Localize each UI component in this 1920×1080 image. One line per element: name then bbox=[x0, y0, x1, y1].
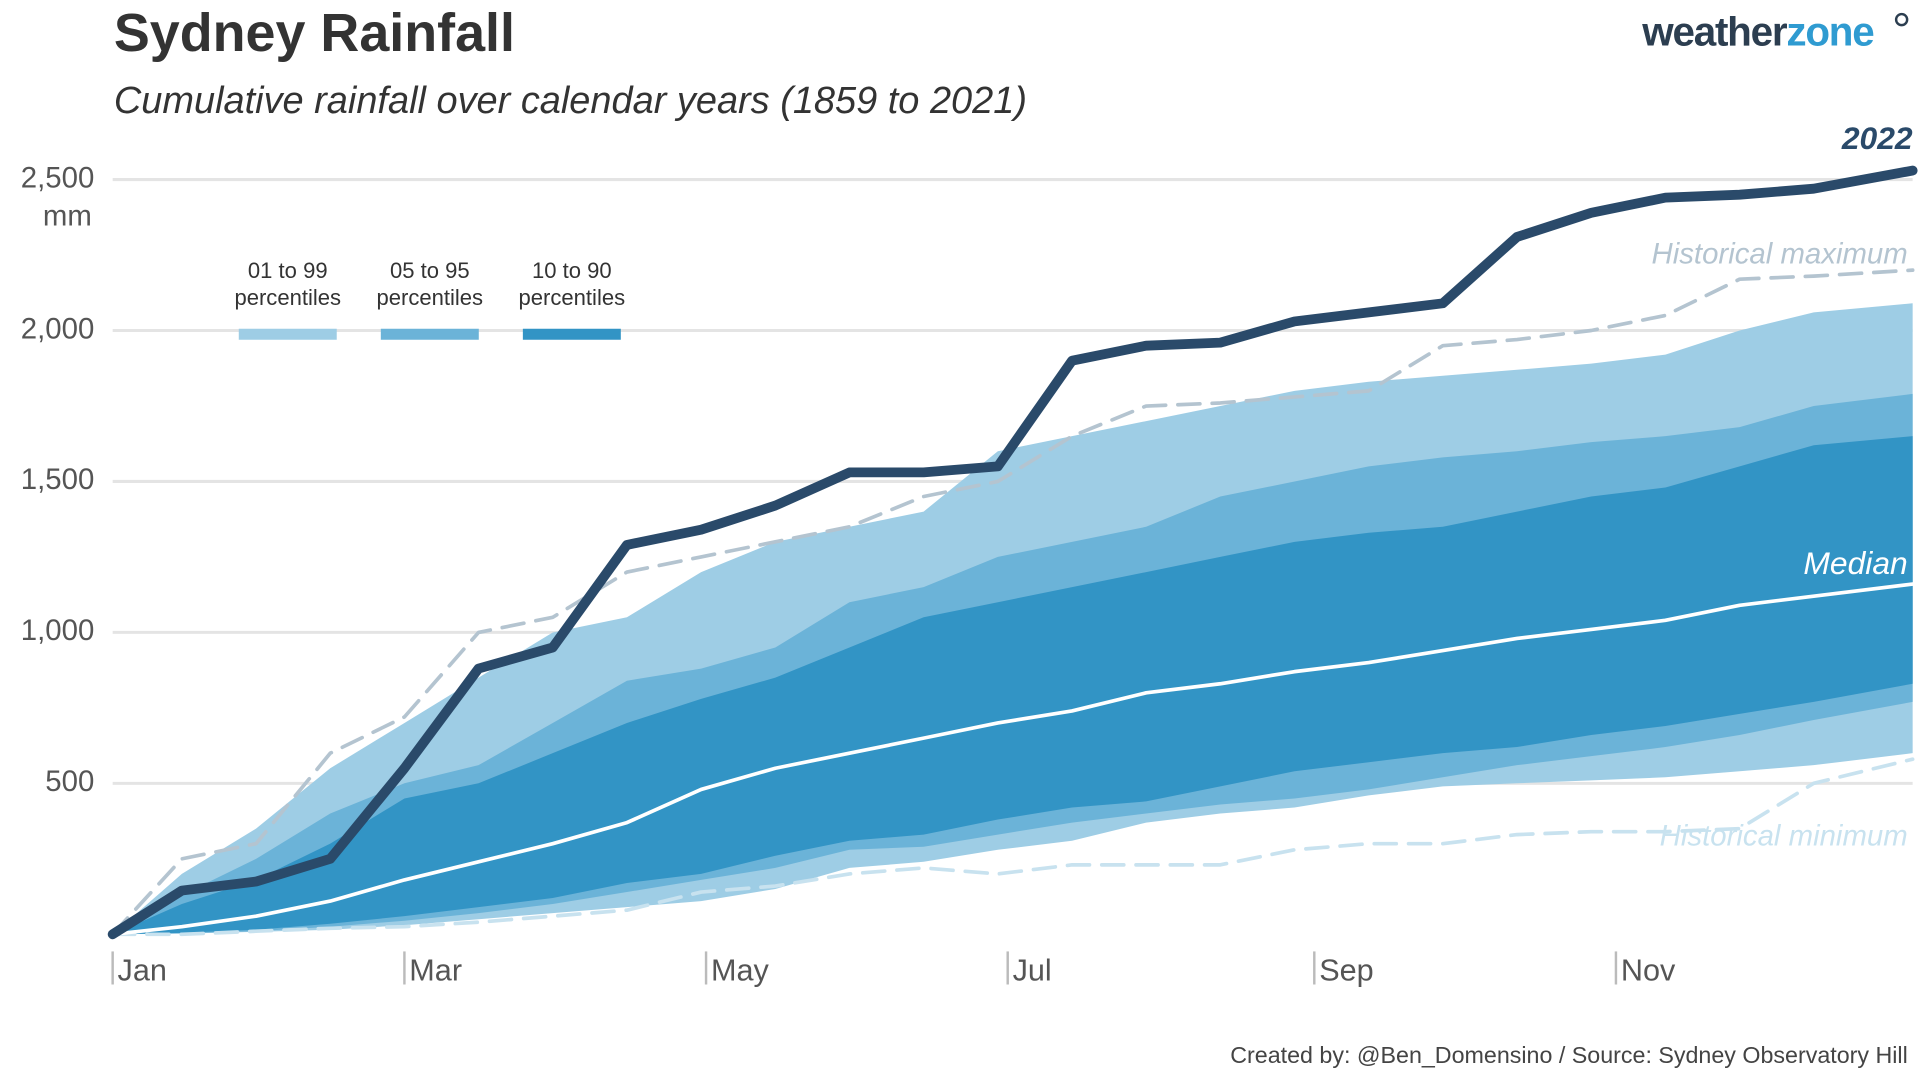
legend-label-box: 10 to 90 percentiles bbox=[518, 258, 626, 310]
percentile-band bbox=[112, 436, 1913, 935]
x-tick-label: Nov bbox=[1621, 953, 1676, 987]
logo-mark bbox=[1894, 12, 1909, 27]
legend-label-box: 01 to 99 percentiles bbox=[234, 258, 342, 310]
series-line bbox=[110, 757, 1915, 937]
x-tick-label: May bbox=[711, 953, 770, 987]
y-tick-label: 500 bbox=[45, 765, 94, 798]
y-tick-label: 1,500 bbox=[21, 463, 95, 496]
series-line bbox=[110, 582, 1915, 937]
series-label: Historical minimum bbox=[1660, 819, 1908, 852]
chart-title: Sydney Rainfall bbox=[114, 3, 515, 63]
legend-label: 01 to 99 percentiles bbox=[234, 258, 342, 310]
series-line bbox=[110, 268, 1915, 937]
y-tick-label: 1,000 bbox=[21, 614, 95, 647]
x-tick-label: Sep bbox=[1319, 953, 1373, 987]
series-label: 2022 bbox=[1841, 120, 1913, 156]
x-tick-label: Mar bbox=[409, 953, 462, 987]
y-tick-label: 2,000 bbox=[21, 312, 95, 345]
legend-label-box: 05 to 95 percentiles bbox=[376, 258, 484, 310]
legend-label: 05 to 95 percentiles bbox=[376, 258, 484, 310]
y-unit: mm bbox=[43, 200, 92, 233]
series-line bbox=[107, 165, 1918, 940]
x-tick-label: Jul bbox=[1013, 953, 1052, 987]
footnote: Created by: @Ben_Domensino / Source: Syd… bbox=[1230, 1042, 1908, 1068]
series-label: Median bbox=[1803, 545, 1907, 581]
logo-part: zone bbox=[1786, 8, 1874, 54]
series-label: Historical maximum bbox=[1652, 238, 1908, 271]
logo: weatherzone bbox=[1641, 8, 1874, 54]
y-tick-label: 2,500 bbox=[21, 161, 95, 194]
x-tick-label: Jan bbox=[118, 953, 167, 987]
chart-subtitle: Cumulative rainfall over calendar years … bbox=[114, 80, 1027, 122]
logo-part: weather bbox=[1641, 8, 1788, 54]
legend-label: 10 to 90 percentiles bbox=[518, 258, 626, 310]
